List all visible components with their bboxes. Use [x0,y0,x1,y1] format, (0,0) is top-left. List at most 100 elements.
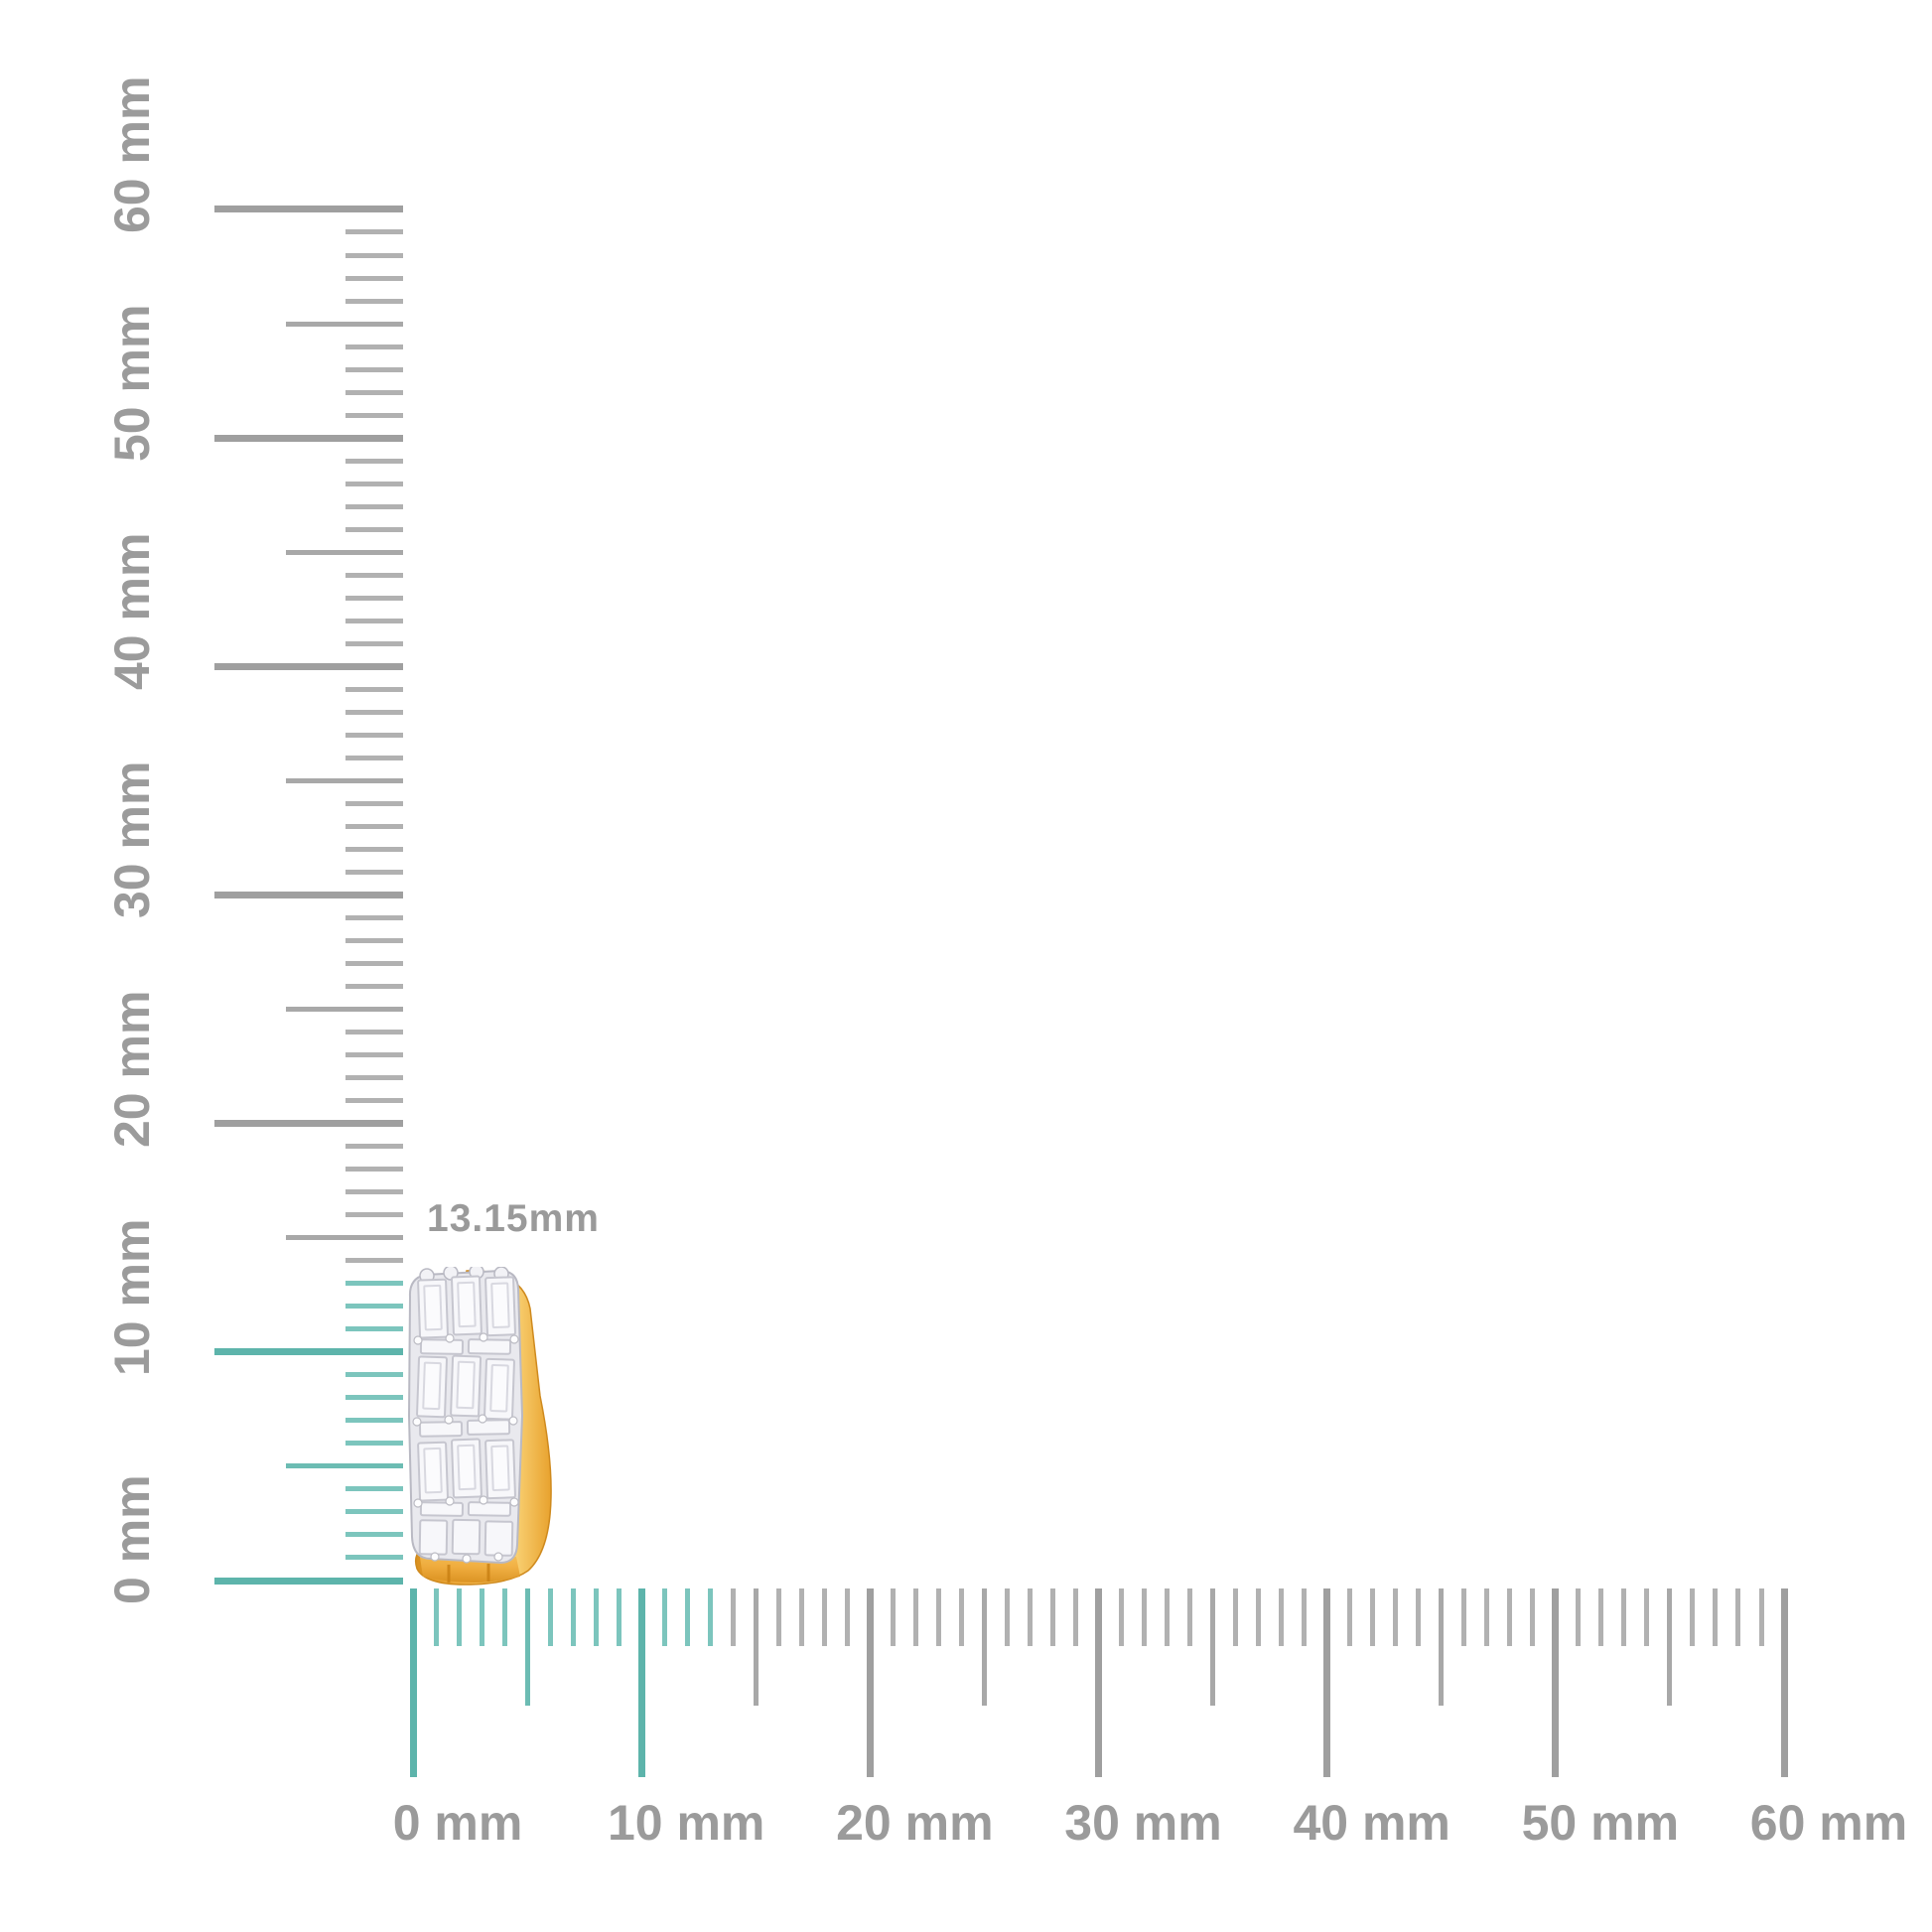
vertical-ruler-tick-minor [345,389,403,395]
horizontal-ruler-tick-major [1552,1588,1560,1777]
horizontal-ruler-tick-minor [456,1588,462,1646]
horizontal-ruler-tick-minor [1735,1588,1741,1646]
horizontal-ruler-label: 50 mm [1521,1795,1680,1851]
horizontal-ruler-tick-major [409,1588,417,1777]
horizontal-ruler-tick-major [1095,1588,1102,1777]
vertical-ruler-tick-major [214,434,403,442]
vertical-ruler-label: 40 mm [104,532,160,691]
vertical-ruler-tick-minor [345,1212,403,1218]
vertical-ruler-label: 20 mm [104,990,160,1148]
horizontal-ruler-tick-minor [775,1588,781,1646]
horizontal-ruler-label: 10 mm [607,1795,765,1851]
horizontal-ruler-tick-major [1323,1588,1331,1777]
horizontal-ruler-tick-minor [1461,1588,1467,1646]
vertical-ruler-tick-minor [345,640,403,646]
vertical-ruler-tick-half [286,777,403,783]
vertical-ruler-tick-major [214,1577,403,1585]
horizontal-ruler-tick-minor [1393,1588,1399,1646]
vertical-ruler-tick-minor [345,984,403,990]
horizontal-ruler-label: 40 mm [1293,1795,1450,1851]
vertical-ruler-tick-minor [345,1098,403,1104]
horizontal-ruler-tick-minor [890,1588,896,1646]
vertical-ruler-tick-half [286,1463,403,1469]
vertical-ruler-tick-minor [345,1030,403,1035]
earring-prong-beads [412,1332,519,1564]
vertical-ruler-label: 60 mm [104,75,160,233]
vertical-ruler-tick-half [286,1235,403,1241]
vertical-ruler-tick-minor [345,732,403,738]
horizontal-ruler-tick-minor [912,1588,918,1646]
horizontal-ruler-tick-minor [1370,1588,1376,1646]
horizontal-ruler-tick-minor [1758,1588,1764,1646]
horizontal-ruler-tick-major [1780,1588,1788,1777]
vertical-ruler-tick-minor [345,1144,403,1150]
vertical-ruler-tick-minor [345,1509,403,1515]
vertical-ruler-tick-half [286,1007,403,1013]
vertical-ruler-tick-minor [345,915,403,920]
vertical-ruler-tick-minor [345,686,403,692]
vertical-ruler-tick-minor [345,595,403,601]
vertical-ruler-tick-major [214,206,403,213]
vertical-ruler-tick-major [214,1120,403,1128]
horizontal-ruler-tick-minor [1233,1588,1239,1646]
horizontal-ruler-tick-minor [501,1588,507,1646]
vertical-ruler-label: 10 mm [104,1218,160,1376]
horizontal-ruler-tick-minor [707,1588,713,1646]
vertical-ruler-tick-minor [345,503,403,509]
vertical-ruler-tick-half [286,321,403,327]
dimension-label: 13.15mm [427,1197,600,1240]
horizontal-ruler-label: 0 mm [392,1795,523,1851]
vertical-ruler-tick-minor [345,572,403,578]
vertical-ruler-tick-minor [345,938,403,944]
vertical-ruler-label: 0 mm [104,1474,160,1604]
vertical-ruler-tick-minor [345,344,403,349]
vertical-ruler-tick-minor [345,366,403,372]
vertical-ruler-tick-minor [345,481,403,486]
horizontal-ruler-tick-half [753,1588,759,1706]
horizontal-ruler-tick-half [1439,1588,1445,1706]
horizontal-ruler-tick-minor [1713,1588,1719,1646]
horizontal-ruler-tick-minor [616,1588,621,1646]
vertical-ruler-tick-minor [345,1052,403,1058]
vertical-ruler-tick-minor [345,412,403,418]
horizontal-ruler-tick-minor [1416,1588,1422,1646]
horizontal-ruler-tick-minor [1072,1588,1078,1646]
vertical-ruler-label: 30 mm [104,761,160,919]
vertical-ruler-tick-minor [345,869,403,875]
horizontal-ruler-tick-minor [1049,1588,1055,1646]
horizontal-ruler-tick-minor [1347,1588,1353,1646]
vertical-ruler-tick-minor [345,1326,403,1332]
vertical-ruler-tick-major [214,891,403,898]
horizontal-ruler-tick-minor [1302,1588,1308,1646]
vertical-ruler-tick-half [286,549,403,555]
vertical-ruler-tick-minor [345,1486,403,1492]
vertical-ruler-tick-minor [345,275,403,281]
vertical-ruler-tick-minor [345,252,403,258]
vertical-ruler-tick-minor [345,709,403,715]
vertical-ruler-label: 50 mm [104,304,160,463]
horizontal-ruler-tick-minor [935,1588,941,1646]
vertical-ruler-tick-minor [345,526,403,532]
horizontal-ruler-label: 20 mm [836,1795,994,1851]
horizontal-ruler-tick-minor [798,1588,804,1646]
horizontal-ruler-label: 60 mm [1749,1795,1908,1851]
vertical-ruler-tick-minor [345,229,403,235]
horizontal-ruler-tick-minor [1027,1588,1033,1646]
vertical-ruler-tick-minor [345,823,403,829]
vertical-ruler-tick-minor [345,1418,403,1424]
horizontal-ruler-tick-minor [1256,1588,1262,1646]
horizontal-ruler-tick-minor [479,1588,484,1646]
horizontal-ruler-tick-minor [570,1588,576,1646]
vertical-ruler-tick-minor [345,618,403,623]
product-photo-earring [407,1267,552,1586]
earring-baguette-rows [416,1275,516,1557]
horizontal-ruler-tick-minor [1004,1588,1010,1646]
horizontal-ruler-tick-major [637,1588,645,1777]
vertical-ruler-tick-minor [345,800,403,806]
horizontal-ruler-tick-minor [1507,1588,1513,1646]
vertical-ruler-tick-minor [345,846,403,852]
horizontal-ruler-tick-minor [1187,1588,1193,1646]
horizontal-ruler-tick-minor [1119,1588,1125,1646]
vertical-ruler-tick-minor [345,1441,403,1447]
